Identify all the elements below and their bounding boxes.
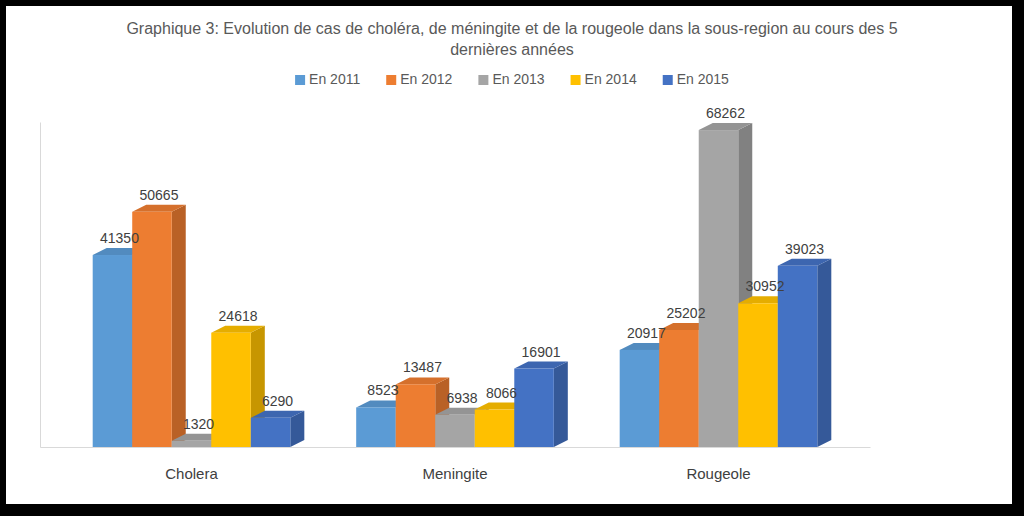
- data-label: 50665: [140, 187, 179, 203]
- legend-label: En 2014: [585, 71, 637, 87]
- legend-swatch: [478, 75, 488, 85]
- legend-swatch: [663, 75, 673, 85]
- x-axis-line: [41, 447, 871, 448]
- legend-label: En 2015: [677, 71, 729, 87]
- title: Graphique 3: Evolution de cas de choléra…: [126, 20, 897, 58]
- data-label: 13487: [403, 359, 442, 375]
- bar-top: [778, 259, 832, 266]
- plot-area: [93, 123, 832, 447]
- frame-inner: [6, 6, 1012, 504]
- x-tick: Cholera: [165, 447, 218, 482]
- data-label: 20917: [627, 325, 666, 341]
- bar: [514, 362, 568, 447]
- x-axis: Cholera Meningite Rougeole: [41, 447, 871, 482]
- data-label: 8523: [367, 382, 398, 398]
- data-label: 25202: [666, 305, 705, 321]
- bar-top: [132, 205, 186, 212]
- bar: [778, 259, 832, 447]
- legend-label: En 2013: [492, 71, 544, 87]
- data-label: 16901: [522, 344, 561, 360]
- title-line: dernières années: [450, 41, 574, 58]
- bar-top: [251, 411, 305, 418]
- bar-front: [251, 418, 291, 447]
- data-label: 39023: [785, 241, 824, 257]
- bar-front: [93, 255, 133, 447]
- bar-front: [435, 415, 475, 447]
- data-label: 41350: [100, 230, 139, 246]
- bar-top: [699, 123, 753, 130]
- y-axis: [40, 123, 41, 448]
- bar-front: [132, 212, 172, 447]
- data-label: 1320: [183, 416, 214, 432]
- data-label: 6938: [446, 390, 477, 406]
- bar-front: [699, 130, 739, 447]
- bar: [251, 411, 305, 447]
- legend-label: En 2012: [400, 71, 452, 87]
- bar-front: [514, 369, 554, 447]
- bar-side: [817, 259, 831, 447]
- bar-front: [172, 441, 212, 447]
- bar-side: [554, 362, 568, 447]
- data-label: 24618: [219, 308, 258, 324]
- legend-item: En 2015: [663, 71, 729, 87]
- bar-top: [396, 377, 450, 384]
- legend-label: En 2011: [309, 71, 360, 87]
- bar-side: [172, 205, 186, 447]
- data-label: 68262: [706, 105, 745, 121]
- x-tick: Rougeole: [686, 447, 750, 482]
- legend-item: En 2014: [571, 71, 637, 87]
- bar-front: [356, 407, 396, 447]
- bar-front: [475, 410, 515, 447]
- x-tick: Meningite: [422, 447, 487, 482]
- frame-outer: [0, 0, 1024, 516]
- data-label: 30952: [746, 278, 785, 294]
- y-axis-line: [40, 123, 41, 448]
- x-tick-label: Rougeole: [686, 465, 750, 482]
- legend-swatch: [295, 75, 305, 85]
- legend-swatch: [571, 75, 581, 85]
- bar-front: [620, 350, 660, 447]
- bar-front: [659, 330, 699, 447]
- bar: [132, 205, 186, 447]
- bar-front: [211, 333, 251, 447]
- legend-item: En 2011: [295, 71, 360, 87]
- bar-front: [738, 303, 778, 447]
- bar-top: [211, 326, 265, 333]
- bar-front: [396, 384, 436, 447]
- x-tick-label: Meningite: [422, 465, 487, 482]
- legend-item: En 2013: [478, 71, 544, 87]
- x-tick-label: Cholera: [165, 465, 218, 482]
- legend-item: En 2012: [386, 71, 452, 87]
- data-label: 8066: [486, 385, 517, 401]
- legend: En 2011 En 2012 En 2013 En 2014 En 2015: [295, 71, 729, 87]
- data-labels: 41350 8523 20917 50665 13487 25202 1320 6938 682…: [100, 105, 824, 432]
- chart: Graphique 3: Evolution de cas de choléra…: [0, 0, 1024, 516]
- title-line: Graphique 3: Evolution de cas de choléra…: [126, 20, 897, 37]
- bar-top: [514, 362, 568, 369]
- legend-swatch: [386, 75, 396, 85]
- data-label: 6290: [262, 393, 293, 409]
